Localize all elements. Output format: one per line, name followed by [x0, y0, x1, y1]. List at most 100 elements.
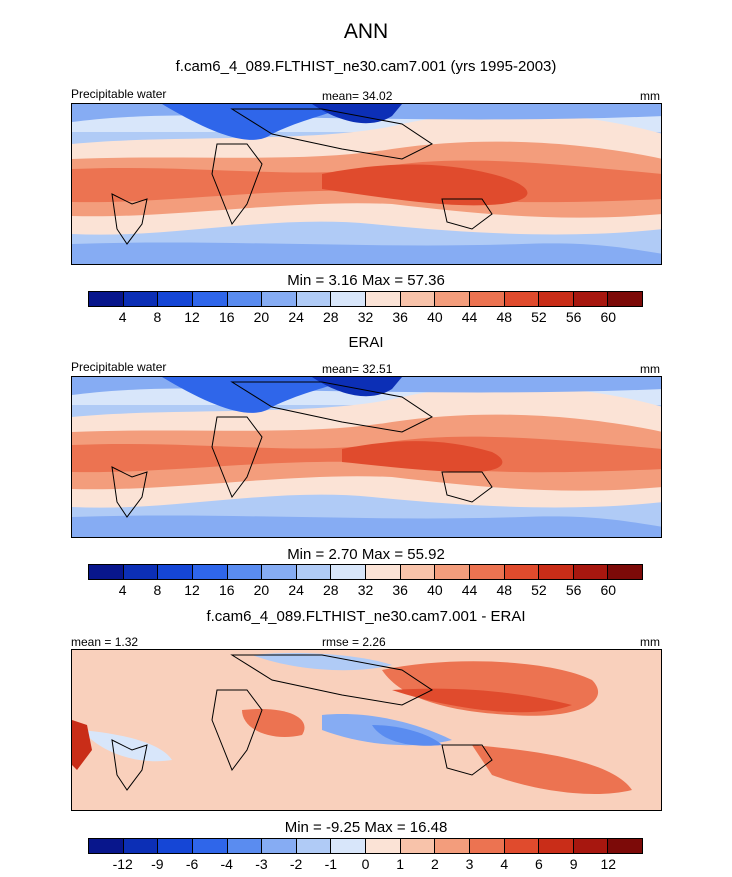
colorbar-tick-label: 24	[288, 582, 304, 598]
panel-2-colorbar	[88, 564, 643, 580]
colorbar-tick-label: -3	[255, 856, 268, 872]
colorbar-tick-label: 28	[323, 582, 339, 598]
colorbar-tick-label: 60	[600, 582, 617, 598]
colorbar-swatch	[366, 839, 401, 853]
colorbar-swatch	[366, 565, 401, 579]
colorbar-tick-label: 4	[500, 856, 509, 872]
colorbar-tick-label: 8	[153, 309, 162, 325]
colorbar-swatch	[469, 292, 505, 306]
colorbar-tick-label: 60	[600, 309, 617, 325]
colorbar-tick-label: 0	[361, 856, 370, 872]
colorbar-swatch	[504, 839, 540, 853]
colorbar-swatch	[573, 292, 609, 306]
panel-1-mean-label: mean= 34.02	[322, 89, 393, 103]
colorbar-swatch	[296, 565, 332, 579]
colorbar-tick-label: 56	[565, 309, 582, 325]
colorbar-swatch	[89, 839, 124, 853]
colorbar-swatch	[539, 839, 574, 853]
colorbar-tick-label: 44	[461, 582, 478, 598]
panel-2-mean-label: mean= 32.51	[322, 362, 393, 376]
colorbar-tick-label: 48	[496, 309, 513, 325]
panel-2-min-max: Min = 2.70 Max = 55.92	[287, 546, 445, 563]
colorbar-tick-label: 52	[531, 582, 547, 598]
panel-2-map	[71, 376, 662, 538]
colorbar-tick-label: 52	[531, 309, 547, 325]
colorbar-swatch	[573, 565, 609, 579]
colorbar-tick-label: -12	[112, 856, 133, 872]
colorbar-tick-label: 24	[288, 309, 304, 325]
colorbar-swatch	[331, 292, 366, 306]
colorbar-swatch	[331, 839, 366, 853]
panel-2-units-label: mm	[640, 362, 660, 376]
panel-3-map-svg	[72, 650, 661, 810]
colorbar-swatch	[400, 839, 436, 853]
colorbar-swatch	[192, 565, 228, 579]
colorbar-swatch	[573, 839, 609, 853]
colorbar-swatch	[296, 839, 332, 853]
colorbar-tick-label: 2	[430, 856, 439, 872]
colorbar-swatch	[262, 565, 297, 579]
colorbar-tick-label: 16	[218, 309, 235, 325]
panel-2-variable-label: Precipitable water	[71, 360, 167, 374]
colorbar-tick-label: 6	[535, 856, 543, 872]
panel-3-subtitle: f.cam6_4_089.FLTHIST_ne30.cam7.001 - ERA…	[206, 608, 526, 625]
colorbar-tick-label: -4	[220, 856, 233, 872]
panel-2-subtitle: ERAI	[348, 334, 384, 351]
colorbar-swatch	[158, 565, 193, 579]
colorbar-swatch	[366, 292, 401, 306]
colorbar-tick-label: 44	[461, 309, 478, 325]
colorbar-tick-label: 12	[184, 309, 200, 325]
colorbar-tick-label: 16	[218, 582, 235, 598]
colorbar-swatch	[227, 565, 263, 579]
panel-1-variable-label: Precipitable water	[71, 87, 167, 101]
colorbar-tick-label: 12	[184, 582, 200, 598]
colorbar-swatch	[123, 839, 159, 853]
colorbar-tick-label: 3	[465, 856, 474, 872]
colorbar-swatch	[192, 292, 228, 306]
colorbar-swatch	[158, 292, 193, 306]
colorbar-swatch	[435, 292, 470, 306]
colorbar-tick-label: -6	[185, 856, 199, 872]
panel-3-min-max: Min = -9.25 Max = 16.48	[284, 819, 448, 836]
colorbar-swatch	[504, 292, 540, 306]
colorbar-tick-label: 40	[427, 582, 443, 598]
panel-1-map-svg	[72, 104, 661, 264]
colorbar-tick-label: 12	[600, 856, 617, 872]
colorbar-tick-label: 32	[357, 582, 374, 598]
colorbar-tick-label: 40	[427, 309, 443, 325]
colorbar-swatch	[608, 565, 642, 579]
figure-title: ANN	[343, 20, 389, 43]
colorbar-tick-label: 36	[392, 309, 408, 325]
colorbar-tick-label: 4	[118, 309, 127, 325]
colorbar-swatch	[469, 565, 505, 579]
colorbar-swatch	[227, 839, 263, 853]
panel-2-colorbar-ticks: 4 8 12 16 20 24 28 32 36 40 44 48 52 56 60	[88, 582, 643, 600]
colorbar-tick-label: 8	[153, 582, 162, 598]
panel-1-subtitle: f.cam6_4_089.FLTHIST_ne30.cam7.001 (yrs …	[175, 58, 557, 75]
colorbar-swatch	[608, 839, 642, 853]
colorbar-swatch	[262, 839, 297, 853]
colorbar-swatch	[539, 292, 574, 306]
colorbar-swatch	[331, 565, 366, 579]
colorbar-tick-label: -1	[324, 856, 338, 872]
colorbar-swatch	[123, 565, 159, 579]
colorbar-tick-label: 36	[392, 582, 408, 598]
colorbar-swatch	[608, 292, 642, 306]
colorbar-tick-label: 32	[357, 309, 374, 325]
colorbar-swatch	[192, 839, 228, 853]
colorbar-swatch	[400, 292, 436, 306]
colorbar-swatch	[158, 839, 193, 853]
panel-3-units-label: mm	[640, 635, 660, 649]
colorbar-swatch	[89, 292, 124, 306]
panel-2-map-svg	[72, 377, 661, 537]
colorbar-tick-label: 1	[396, 856, 405, 872]
panel-1-colorbar-ticks: 4 8 12 16 20 24 28 32 36 40 44 48 52 56 60	[88, 309, 643, 327]
colorbar-swatch	[504, 565, 540, 579]
panel-1-units-label: mm	[640, 89, 660, 103]
colorbar-tick-label: -9	[151, 856, 164, 872]
panel-3-colorbar-ticks: -12 -9 -6 -4 -3 -2 -1 0 1 2 3 4 6 9 12	[88, 856, 643, 874]
colorbar-swatch	[435, 839, 470, 853]
colorbar-tick-label: 20	[253, 309, 270, 325]
colorbar-swatch	[539, 565, 574, 579]
colorbar-tick-label: 9	[569, 856, 578, 872]
